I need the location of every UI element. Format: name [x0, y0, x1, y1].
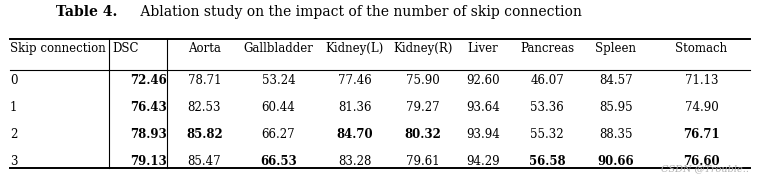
- Text: DSC: DSC: [112, 42, 139, 55]
- Text: 83.28: 83.28: [338, 155, 372, 168]
- Text: Kidney(R): Kidney(R): [393, 42, 452, 55]
- Text: 66.27: 66.27: [261, 128, 296, 141]
- Text: Aorta: Aorta: [188, 42, 221, 55]
- Text: 77.46: 77.46: [338, 74, 372, 86]
- Text: 2: 2: [10, 128, 17, 141]
- Text: 93.94: 93.94: [466, 128, 500, 141]
- Text: CSDN @Trouble..: CSDN @Trouble..: [660, 164, 749, 173]
- Text: 75.90: 75.90: [406, 74, 439, 86]
- Text: Spleen: Spleen: [595, 42, 636, 55]
- Text: 92.60: 92.60: [466, 74, 500, 86]
- Text: 53.24: 53.24: [261, 74, 296, 86]
- Text: 78.93: 78.93: [131, 128, 167, 141]
- Text: 72.46: 72.46: [131, 74, 167, 86]
- Text: 90.66: 90.66: [597, 155, 634, 168]
- Text: 78.71: 78.71: [188, 74, 221, 86]
- Text: 76.71: 76.71: [683, 128, 720, 141]
- Text: 0: 0: [10, 74, 17, 86]
- Text: 81.36: 81.36: [338, 101, 372, 114]
- Text: 85.47: 85.47: [188, 155, 221, 168]
- Text: 71.13: 71.13: [685, 74, 718, 86]
- Text: 80.32: 80.32: [404, 128, 441, 141]
- Text: 79.27: 79.27: [406, 101, 439, 114]
- Text: Gallbladder: Gallbladder: [244, 42, 313, 55]
- Text: 93.64: 93.64: [466, 101, 500, 114]
- Text: 85.95: 85.95: [599, 101, 632, 114]
- Text: 74.90: 74.90: [685, 101, 718, 114]
- Text: 60.44: 60.44: [261, 101, 296, 114]
- Text: 82.53: 82.53: [188, 101, 221, 114]
- Text: Stomach: Stomach: [676, 42, 727, 55]
- Text: 53.36: 53.36: [530, 101, 564, 114]
- Text: 84.70: 84.70: [337, 128, 373, 141]
- Text: 1: 1: [10, 101, 17, 114]
- Text: Skip connection: Skip connection: [10, 42, 106, 55]
- Text: 76.43: 76.43: [131, 101, 167, 114]
- Text: 46.07: 46.07: [530, 74, 564, 86]
- Text: 79.61: 79.61: [406, 155, 439, 168]
- Text: 76.60: 76.60: [683, 155, 720, 168]
- Text: Table 4.: Table 4.: [56, 5, 118, 19]
- Text: 88.35: 88.35: [599, 128, 632, 141]
- Text: 55.32: 55.32: [530, 128, 564, 141]
- Text: 3: 3: [10, 155, 17, 168]
- Text: Pancreas: Pancreas: [520, 42, 575, 55]
- Text: 85.82: 85.82: [186, 128, 223, 141]
- Text: Kidney(L): Kidney(L): [326, 42, 384, 55]
- Text: 84.57: 84.57: [599, 74, 632, 86]
- Text: 66.53: 66.53: [260, 155, 297, 168]
- Text: 56.58: 56.58: [529, 155, 565, 168]
- Text: 94.29: 94.29: [466, 155, 500, 168]
- Text: Liver: Liver: [467, 42, 499, 55]
- Text: 79.13: 79.13: [131, 155, 167, 168]
- Text: Ablation study on the impact of the number of skip connection: Ablation study on the impact of the numb…: [135, 5, 581, 19]
